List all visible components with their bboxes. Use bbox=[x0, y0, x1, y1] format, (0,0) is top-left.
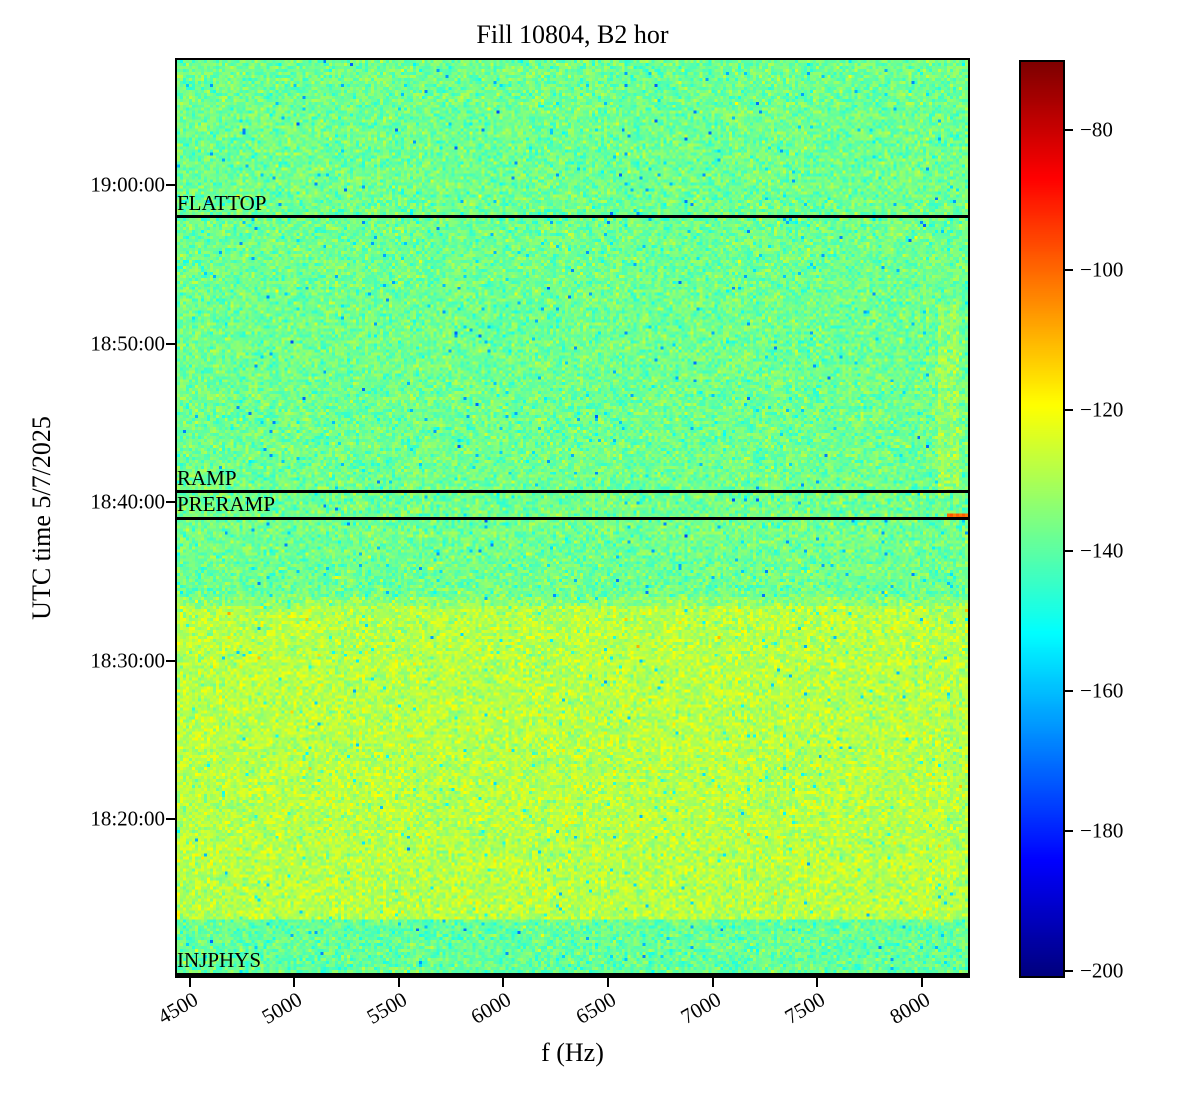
x-axis-label: f (Hz) bbox=[175, 1038, 970, 1068]
colorbar-tick-label: −80 bbox=[1080, 118, 1113, 143]
colorbar-tick-mark bbox=[1065, 409, 1073, 411]
x-tick-label: 7000 bbox=[676, 987, 725, 1030]
x-tick-mark bbox=[921, 978, 923, 987]
event-label: FLATTOP bbox=[177, 192, 266, 214]
y-tick-mark bbox=[166, 184, 175, 186]
x-tick-label: 5000 bbox=[258, 987, 307, 1030]
y-tick-mark bbox=[166, 501, 175, 503]
x-tick-label: 7500 bbox=[781, 987, 830, 1030]
colorbar-gradient-canvas bbox=[1021, 62, 1063, 976]
colorbar-tick-label: −120 bbox=[1080, 398, 1123, 423]
y-tick-label: 18:20:00 bbox=[50, 807, 165, 832]
event-line bbox=[175, 490, 970, 493]
x-tick-mark bbox=[398, 978, 400, 987]
x-tick-label: 5500 bbox=[362, 987, 411, 1030]
y-axis-label: UTC time 5/7/2025 bbox=[27, 416, 57, 620]
colorbar-tick-label: −200 bbox=[1080, 958, 1123, 983]
colorbar-tick-mark bbox=[1065, 830, 1073, 832]
y-tick-label: 18:50:00 bbox=[50, 331, 165, 356]
colorbar-tick-label: −160 bbox=[1080, 678, 1123, 703]
y-tick-mark bbox=[166, 660, 175, 662]
colorbar-tick-mark bbox=[1065, 690, 1073, 692]
y-tick-mark bbox=[166, 343, 175, 345]
x-tick-label: 4500 bbox=[153, 987, 202, 1030]
chart-title: Fill 10804, B2 hor bbox=[175, 20, 970, 50]
x-tick-label: 6000 bbox=[467, 987, 516, 1030]
event-label: INJPHYS bbox=[177, 949, 261, 971]
colorbar-tick-label: −180 bbox=[1080, 818, 1123, 843]
colorbar bbox=[1019, 60, 1065, 978]
colorbar-tick-mark bbox=[1065, 269, 1073, 271]
y-tick-label: 18:40:00 bbox=[50, 490, 165, 515]
colorbar-tick-label: −140 bbox=[1080, 538, 1123, 563]
y-tick-label: 18:30:00 bbox=[50, 648, 165, 673]
event-label: RAMP bbox=[177, 467, 237, 489]
colorbar-tick-mark bbox=[1065, 550, 1073, 552]
spectrogram-figure: Fill 10804, B2 hor UTC time 5/7/2025 f (… bbox=[0, 0, 1200, 1100]
y-tick-label: 19:00:00 bbox=[50, 172, 165, 197]
event-line bbox=[175, 973, 970, 976]
event-label: PRERAMP bbox=[177, 493, 275, 515]
y-tick-mark bbox=[166, 818, 175, 820]
colorbar-tick-label: −100 bbox=[1080, 258, 1123, 283]
x-tick-mark bbox=[816, 978, 818, 987]
event-line bbox=[175, 517, 970, 520]
colorbar-tick-mark bbox=[1065, 129, 1073, 131]
x-tick-label: 8000 bbox=[886, 987, 935, 1030]
x-tick-mark bbox=[293, 978, 295, 987]
x-tick-label: 6500 bbox=[572, 987, 621, 1030]
event-line bbox=[175, 215, 970, 218]
x-tick-mark bbox=[607, 978, 609, 987]
colorbar-tick-mark bbox=[1065, 970, 1073, 972]
